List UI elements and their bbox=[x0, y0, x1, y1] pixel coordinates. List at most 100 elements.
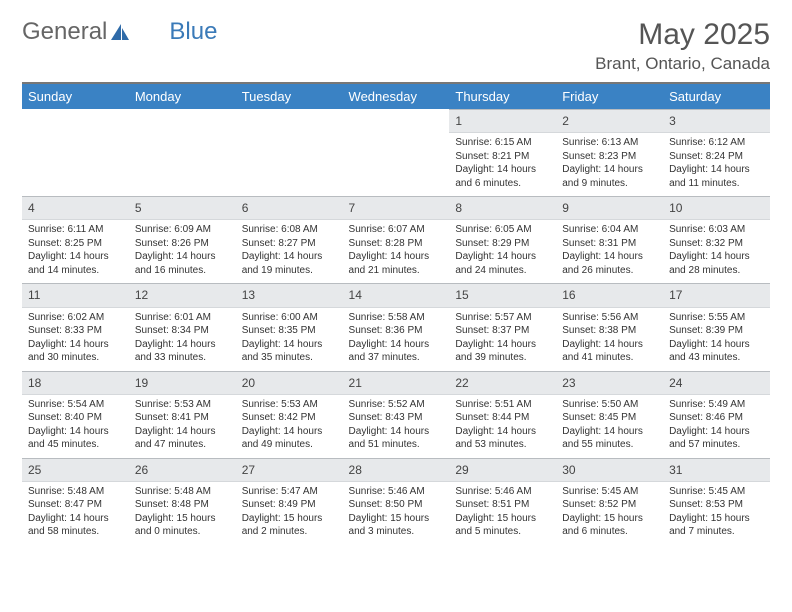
daylight-line: Daylight: 14 hours and 55 minutes. bbox=[562, 425, 657, 452]
sunrise-line: Sunrise: 6:09 AM bbox=[135, 223, 230, 237]
weekday-header-row: SundayMondayTuesdayWednesdayThursdayFrid… bbox=[22, 84, 770, 109]
sunset-line: Sunset: 8:43 PM bbox=[349, 411, 444, 425]
sunset-line: Sunset: 8:51 PM bbox=[455, 498, 550, 512]
calendar-day-cell: 1Sunrise: 6:15 AMSunset: 8:21 PMDaylight… bbox=[449, 109, 556, 196]
calendar-day-cell: 4Sunrise: 6:11 AMSunset: 8:25 PMDaylight… bbox=[22, 196, 129, 283]
daylight-line: Daylight: 15 hours and 5 minutes. bbox=[455, 512, 550, 539]
calendar-day-cell bbox=[129, 109, 236, 196]
logo: General Blue bbox=[22, 18, 217, 46]
sunrise-line: Sunrise: 6:03 AM bbox=[669, 223, 764, 237]
day-details: Sunrise: 6:15 AMSunset: 8:21 PMDaylight:… bbox=[449, 133, 556, 196]
day-details: Sunrise: 5:55 AMSunset: 8:39 PMDaylight:… bbox=[663, 308, 770, 371]
sunset-line: Sunset: 8:52 PM bbox=[562, 498, 657, 512]
day-details: Sunrise: 6:04 AMSunset: 8:31 PMDaylight:… bbox=[556, 220, 663, 283]
day-details: Sunrise: 5:45 AMSunset: 8:52 PMDaylight:… bbox=[556, 482, 663, 545]
calendar-day-cell: 28Sunrise: 5:46 AMSunset: 8:50 PMDayligh… bbox=[343, 458, 450, 545]
calendar-day-cell bbox=[22, 109, 129, 196]
day-details: Sunrise: 6:07 AMSunset: 8:28 PMDaylight:… bbox=[343, 220, 450, 283]
sunrise-line: Sunrise: 5:58 AM bbox=[349, 311, 444, 325]
day-number: 7 bbox=[343, 196, 450, 220]
daylight-line: Daylight: 15 hours and 3 minutes. bbox=[349, 512, 444, 539]
day-details: Sunrise: 5:48 AMSunset: 8:47 PMDaylight:… bbox=[22, 482, 129, 545]
calendar-week-row: 11Sunrise: 6:02 AMSunset: 8:33 PMDayligh… bbox=[22, 283, 770, 370]
day-details: Sunrise: 6:01 AMSunset: 8:34 PMDaylight:… bbox=[129, 308, 236, 371]
sunrise-line: Sunrise: 5:48 AM bbox=[135, 485, 230, 499]
sunset-line: Sunset: 8:34 PM bbox=[135, 324, 230, 338]
day-number: 28 bbox=[343, 458, 450, 482]
day-number: 6 bbox=[236, 196, 343, 220]
sunset-line: Sunset: 8:33 PM bbox=[28, 324, 123, 338]
calendar-day-cell: 19Sunrise: 5:53 AMSunset: 8:41 PMDayligh… bbox=[129, 371, 236, 458]
day-details: Sunrise: 6:11 AMSunset: 8:25 PMDaylight:… bbox=[22, 220, 129, 283]
day-number: 23 bbox=[556, 371, 663, 395]
day-details: Sunrise: 5:56 AMSunset: 8:38 PMDaylight:… bbox=[556, 308, 663, 371]
calendar-day-cell: 6Sunrise: 6:08 AMSunset: 8:27 PMDaylight… bbox=[236, 196, 343, 283]
daylight-line: Daylight: 14 hours and 41 minutes. bbox=[562, 338, 657, 365]
day-details: Sunrise: 6:13 AMSunset: 8:23 PMDaylight:… bbox=[556, 133, 663, 196]
calendar-day-cell: 9Sunrise: 6:04 AMSunset: 8:31 PMDaylight… bbox=[556, 196, 663, 283]
day-number: 2 bbox=[556, 109, 663, 133]
day-number: 31 bbox=[663, 458, 770, 482]
calendar-day-cell: 30Sunrise: 5:45 AMSunset: 8:52 PMDayligh… bbox=[556, 458, 663, 545]
daylight-line: Daylight: 15 hours and 2 minutes. bbox=[242, 512, 337, 539]
sunrise-line: Sunrise: 6:11 AM bbox=[28, 223, 123, 237]
day-number: 16 bbox=[556, 283, 663, 307]
day-details: Sunrise: 5:51 AMSunset: 8:44 PMDaylight:… bbox=[449, 395, 556, 458]
weekday-header: Sunday bbox=[22, 84, 129, 109]
day-details: Sunrise: 6:12 AMSunset: 8:24 PMDaylight:… bbox=[663, 133, 770, 196]
daylight-line: Daylight: 14 hours and 45 minutes. bbox=[28, 425, 123, 452]
day-number: 21 bbox=[343, 371, 450, 395]
day-number: 17 bbox=[663, 283, 770, 307]
daylight-line: Daylight: 14 hours and 33 minutes. bbox=[135, 338, 230, 365]
day-number: 29 bbox=[449, 458, 556, 482]
calendar-day-cell: 18Sunrise: 5:54 AMSunset: 8:40 PMDayligh… bbox=[22, 371, 129, 458]
calendar-day-cell: 15Sunrise: 5:57 AMSunset: 8:37 PMDayligh… bbox=[449, 283, 556, 370]
calendar-day-cell: 26Sunrise: 5:48 AMSunset: 8:48 PMDayligh… bbox=[129, 458, 236, 545]
sunrise-line: Sunrise: 5:46 AM bbox=[349, 485, 444, 499]
calendar-day-cell: 20Sunrise: 5:53 AMSunset: 8:42 PMDayligh… bbox=[236, 371, 343, 458]
calendar-body: 1Sunrise: 6:15 AMSunset: 8:21 PMDaylight… bbox=[22, 109, 770, 545]
day-details: Sunrise: 5:48 AMSunset: 8:48 PMDaylight:… bbox=[129, 482, 236, 545]
sunset-line: Sunset: 8:48 PM bbox=[135, 498, 230, 512]
sunset-line: Sunset: 8:23 PM bbox=[562, 150, 657, 164]
daylight-line: Daylight: 14 hours and 16 minutes. bbox=[135, 250, 230, 277]
sunrise-line: Sunrise: 5:52 AM bbox=[349, 398, 444, 412]
header: General Blue May 2025 Brant, Ontario, Ca… bbox=[22, 18, 770, 74]
day-number: 14 bbox=[343, 283, 450, 307]
sunrise-line: Sunrise: 6:04 AM bbox=[562, 223, 657, 237]
calendar-week-row: 4Sunrise: 6:11 AMSunset: 8:25 PMDaylight… bbox=[22, 196, 770, 283]
day-details: Sunrise: 5:54 AMSunset: 8:40 PMDaylight:… bbox=[22, 395, 129, 458]
weekday-header: Tuesday bbox=[236, 84, 343, 109]
calendar-day-cell: 17Sunrise: 5:55 AMSunset: 8:39 PMDayligh… bbox=[663, 283, 770, 370]
sunset-line: Sunset: 8:44 PM bbox=[455, 411, 550, 425]
day-number: 1 bbox=[449, 109, 556, 133]
day-number: 27 bbox=[236, 458, 343, 482]
day-number: 11 bbox=[22, 283, 129, 307]
sunrise-line: Sunrise: 5:55 AM bbox=[669, 311, 764, 325]
calendar-day-cell: 7Sunrise: 6:07 AMSunset: 8:28 PMDaylight… bbox=[343, 196, 450, 283]
daylight-line: Daylight: 14 hours and 49 minutes. bbox=[242, 425, 337, 452]
sunrise-line: Sunrise: 6:07 AM bbox=[349, 223, 444, 237]
day-number: 18 bbox=[22, 371, 129, 395]
sunset-line: Sunset: 8:50 PM bbox=[349, 498, 444, 512]
calendar-day-cell: 10Sunrise: 6:03 AMSunset: 8:32 PMDayligh… bbox=[663, 196, 770, 283]
day-details: Sunrise: 5:57 AMSunset: 8:37 PMDaylight:… bbox=[449, 308, 556, 371]
calendar-day-cell: 24Sunrise: 5:49 AMSunset: 8:46 PMDayligh… bbox=[663, 371, 770, 458]
daylight-line: Daylight: 14 hours and 24 minutes. bbox=[455, 250, 550, 277]
calendar-day-cell: 16Sunrise: 5:56 AMSunset: 8:38 PMDayligh… bbox=[556, 283, 663, 370]
sunset-line: Sunset: 8:49 PM bbox=[242, 498, 337, 512]
sunset-line: Sunset: 8:36 PM bbox=[349, 324, 444, 338]
daylight-line: Daylight: 14 hours and 14 minutes. bbox=[28, 250, 123, 277]
sunrise-line: Sunrise: 5:56 AM bbox=[562, 311, 657, 325]
day-details: Sunrise: 5:46 AMSunset: 8:50 PMDaylight:… bbox=[343, 482, 450, 545]
day-details: Sunrise: 6:05 AMSunset: 8:29 PMDaylight:… bbox=[449, 220, 556, 283]
calendar-day-cell: 22Sunrise: 5:51 AMSunset: 8:44 PMDayligh… bbox=[449, 371, 556, 458]
calendar-day-cell: 25Sunrise: 5:48 AMSunset: 8:47 PMDayligh… bbox=[22, 458, 129, 545]
sunset-line: Sunset: 8:21 PM bbox=[455, 150, 550, 164]
daylight-line: Daylight: 14 hours and 26 minutes. bbox=[562, 250, 657, 277]
day-number: 26 bbox=[129, 458, 236, 482]
sunset-line: Sunset: 8:27 PM bbox=[242, 237, 337, 251]
sunset-line: Sunset: 8:28 PM bbox=[349, 237, 444, 251]
calendar-day-cell: 5Sunrise: 6:09 AMSunset: 8:26 PMDaylight… bbox=[129, 196, 236, 283]
sunset-line: Sunset: 8:39 PM bbox=[669, 324, 764, 338]
